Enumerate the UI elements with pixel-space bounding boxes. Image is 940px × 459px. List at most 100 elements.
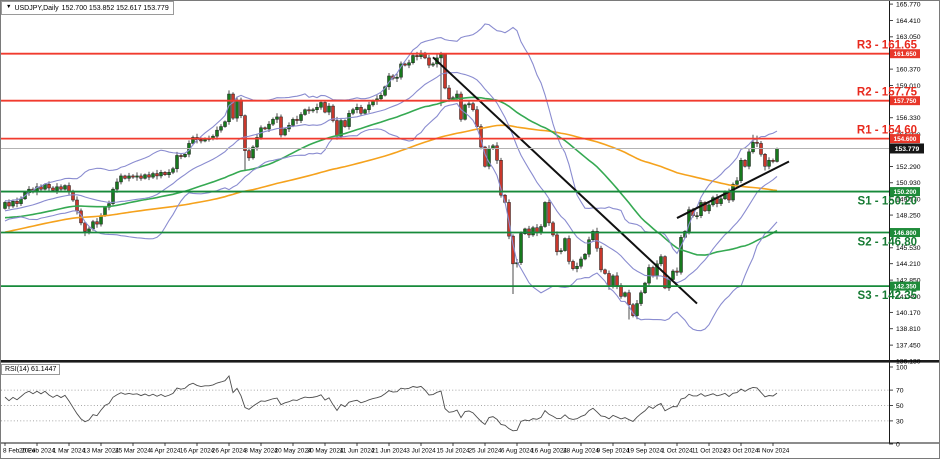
- candle-bull: [303, 109, 307, 115]
- level-label-s1: S1 - 150.20: [858, 196, 917, 208]
- candle-bear: [763, 154, 767, 167]
- symbol-dropdown-icon[interactable]: ▼: [6, 4, 12, 11]
- candle-bear: [595, 231, 599, 249]
- candle-bear: [607, 273, 611, 287]
- candle-bull: [431, 63, 435, 66]
- candle-bull: [587, 239, 591, 255]
- date-label: 4 Apr 2024: [150, 448, 181, 455]
- trendline-down[interactable]: [432, 56, 698, 305]
- candle-bull: [591, 231, 595, 240]
- candle-bull: [283, 128, 287, 136]
- level-tag: [890, 281, 920, 291]
- level-tag: [890, 187, 920, 197]
- candle-bull: [399, 63, 403, 78]
- candle-bull: [63, 185, 67, 190]
- candle-bear: [495, 145, 499, 161]
- rsi-axis-label: 0: [896, 441, 900, 448]
- candle-bull: [383, 86, 387, 96]
- candle-bull: [347, 113, 351, 127]
- candle-bear: [51, 187, 55, 191]
- chart-ohlc-values: 152.700 153.852 152.617 153.779: [61, 4, 169, 12]
- level-tag: [890, 49, 920, 59]
- trendline-up[interactable]: [676, 160, 790, 219]
- candle-bull: [143, 174, 147, 179]
- candle-bull: [115, 181, 119, 190]
- price-axis-label: 136.130: [896, 358, 921, 365]
- level-tag-value: 161.650: [894, 51, 917, 58]
- candle-bear: [551, 222, 555, 236]
- candle-bear: [231, 93, 235, 119]
- candle-bear: [67, 185, 71, 192]
- candle-bull: [315, 107, 319, 110]
- rsi-pane[interactable]: [1, 375, 889, 432]
- candle-bear: [331, 105, 335, 121]
- candle-bear: [627, 292, 631, 306]
- candle-bull: [215, 129, 219, 137]
- price-axis-label: 160.370: [896, 67, 921, 74]
- date-label: 1 Oct 2024: [661, 448, 693, 455]
- candle-bear: [163, 172, 167, 175]
- time-scale-area[interactable]: [1, 444, 940, 459]
- price-axis-label: 140.170: [896, 310, 921, 317]
- candle-bear: [427, 57, 431, 66]
- candle-bull: [563, 238, 567, 251]
- axis-frame-line: [889, 1, 890, 443]
- candle-bull: [299, 114, 303, 121]
- pane-separator[interactable]: [1, 360, 940, 363]
- candle-bull: [531, 227, 535, 236]
- candle-bull: [151, 173, 155, 178]
- candle-bull: [751, 141, 755, 153]
- price-axis-label: 163.050: [896, 34, 921, 41]
- candle-bull: [719, 198, 723, 204]
- candle-bear: [279, 116, 283, 136]
- price-axis-label: 156.330: [896, 115, 921, 122]
- candle-bull: [671, 270, 675, 280]
- candle-bull: [635, 303, 639, 316]
- candle-bull: [611, 275, 615, 287]
- candle-bull: [411, 55, 415, 63]
- level-tag: [890, 228, 920, 238]
- ma-fast-green-line: [4, 96, 778, 256]
- date-label: 26 Apr 2024: [212, 448, 247, 455]
- candle-bull: [191, 137, 195, 144]
- candle-bull: [439, 54, 443, 59]
- candle-bear: [703, 202, 707, 212]
- candle-bull: [119, 175, 123, 183]
- date-label: 8 Feb 2024: [3, 448, 36, 455]
- bollinger-middle-band: [4, 71, 778, 284]
- candle-bull: [579, 258, 583, 267]
- candle-bear: [15, 200, 19, 204]
- candle-bear: [499, 160, 503, 196]
- candle-bear: [179, 155, 183, 157]
- candle-bull: [775, 148, 779, 162]
- bollinger-lower-band: [4, 102, 778, 332]
- candles-group: [3, 50, 779, 320]
- level-tag-value: 154.600: [894, 136, 917, 143]
- candle-bear: [403, 63, 407, 66]
- candle-bear: [599, 247, 603, 271]
- current-price-tag: [890, 143, 924, 154]
- candle-bull: [351, 109, 355, 114]
- date-label: 16 Apr 2024: [180, 448, 215, 455]
- price-scale-area[interactable]: [890, 1, 940, 443]
- candle-bear: [295, 119, 299, 121]
- candle-bear: [123, 175, 127, 179]
- date-label: 13 Mar 2024: [83, 448, 119, 455]
- date-label: 4 Nov 2024: [757, 448, 790, 455]
- price-pane[interactable]: [3, 23, 790, 332]
- candle-bull: [379, 94, 383, 100]
- price-axis-label: 145.530: [896, 245, 921, 252]
- date-label: 21 Jun 2024: [371, 448, 407, 455]
- candle-bear: [619, 285, 623, 297]
- chart-title-box: ▼ USDJPY,Daily 152.700 153.852 152.617 1…: [1, 1, 174, 15]
- candle-bull: [111, 188, 115, 204]
- candle-bear: [771, 160, 775, 162]
- candle-bull: [11, 200, 15, 207]
- candle-bull: [267, 123, 271, 130]
- candle-bear: [263, 127, 267, 130]
- candle-bear: [415, 55, 419, 57]
- date-label: 9 Sep 2024: [597, 448, 630, 455]
- candle-bull: [519, 233, 523, 263]
- candle-bull: [583, 253, 587, 260]
